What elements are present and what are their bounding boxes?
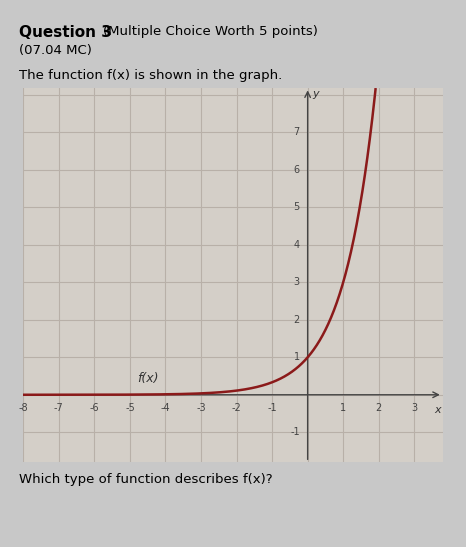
Text: 6: 6 <box>294 165 300 175</box>
Text: -3: -3 <box>196 403 206 413</box>
Text: -4: -4 <box>161 403 170 413</box>
Text: -6: -6 <box>89 403 99 413</box>
Text: -8: -8 <box>19 403 28 413</box>
Text: 3: 3 <box>411 403 418 413</box>
Text: (Multiple Choice Worth 5 points): (Multiple Choice Worth 5 points) <box>103 25 317 38</box>
Text: -5: -5 <box>125 403 135 413</box>
Text: 4: 4 <box>294 240 300 250</box>
Text: -7: -7 <box>54 403 64 413</box>
Text: f(x): f(x) <box>137 371 158 385</box>
Text: (07.04 MC): (07.04 MC) <box>19 44 91 57</box>
Text: 1: 1 <box>340 403 346 413</box>
Text: -1: -1 <box>290 427 300 437</box>
Text: Question 3: Question 3 <box>19 25 111 39</box>
Text: 7: 7 <box>294 127 300 137</box>
Text: 2: 2 <box>376 403 382 413</box>
Text: The function f(x) is shown in the graph.: The function f(x) is shown in the graph. <box>19 69 282 83</box>
Text: -2: -2 <box>232 403 241 413</box>
Text: 2: 2 <box>294 315 300 325</box>
Text: 5: 5 <box>294 202 300 212</box>
Text: -1: -1 <box>267 403 277 413</box>
Text: Which type of function describes f(x)?: Which type of function describes f(x)? <box>19 473 272 486</box>
Text: y: y <box>312 89 319 100</box>
Text: 1: 1 <box>294 352 300 362</box>
Text: x: x <box>434 405 441 415</box>
Text: 3: 3 <box>294 277 300 287</box>
